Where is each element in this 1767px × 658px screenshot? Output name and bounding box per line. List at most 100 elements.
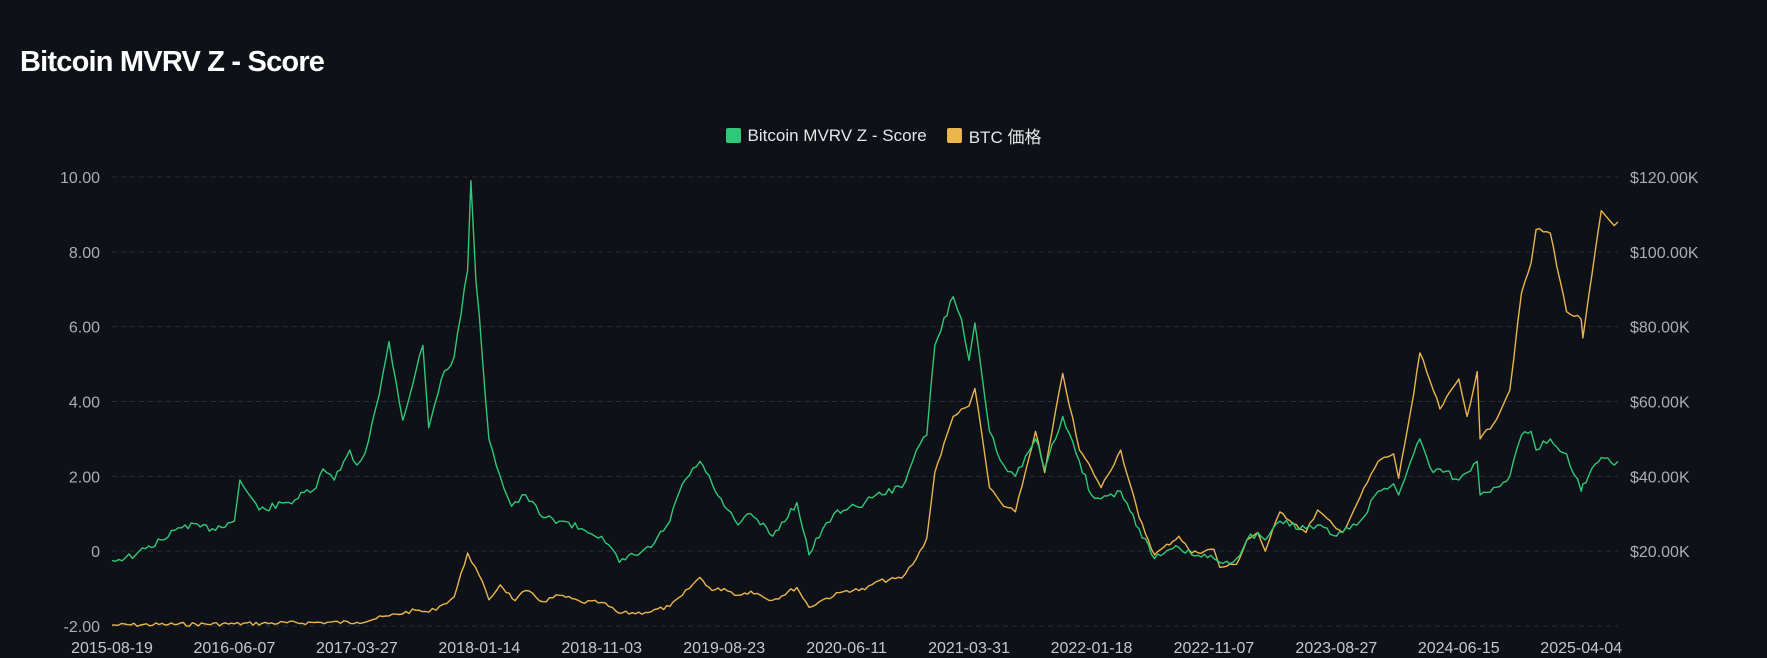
btc-price-point[interactable] (320, 621, 322, 623)
mvrv-point[interactable] (1439, 468, 1441, 470)
btc-price-point[interactable] (1061, 372, 1063, 374)
btc-price-point[interactable] (1191, 552, 1193, 554)
btc-price-point[interactable] (514, 599, 516, 601)
mvrv-point[interactable] (1279, 520, 1281, 522)
btc-price-point[interactable] (1235, 563, 1237, 565)
btc-price-point[interactable] (1003, 505, 1005, 507)
btc-price-point[interactable] (960, 408, 962, 410)
mvrv-point[interactable] (1617, 460, 1619, 462)
mvrv-point[interactable] (1034, 438, 1036, 440)
btc-price-point[interactable] (926, 537, 928, 539)
mvrv-point[interactable] (1392, 483, 1394, 485)
mvrv-point[interactable] (1120, 490, 1122, 492)
btc-price-point[interactable] (952, 415, 954, 417)
btc-price-point[interactable] (1359, 496, 1361, 498)
mvrv-point[interactable] (453, 355, 455, 357)
mvrv-point[interactable] (1078, 460, 1080, 462)
mvrv-point[interactable] (723, 505, 725, 507)
mvrv-point[interactable] (1530, 430, 1532, 432)
btc-price-point[interactable] (1520, 292, 1522, 294)
mvrv-point[interactable] (488, 438, 490, 440)
btc-price-point[interactable] (1412, 393, 1414, 395)
mvrv-point[interactable] (415, 370, 417, 372)
mvrv-point[interactable] (711, 483, 713, 485)
btc-price-point[interactable] (1153, 554, 1155, 556)
btc-price-point[interactable] (580, 601, 582, 603)
btc-price-point[interactable] (1090, 468, 1092, 470)
mvrv-point[interactable] (135, 554, 137, 556)
mvrv-point[interactable] (864, 501, 866, 503)
btc-price-point[interactable] (915, 557, 917, 559)
mvrv-point[interactable] (561, 520, 563, 522)
mvrv-point[interactable] (364, 453, 366, 455)
mvrv-point[interactable] (233, 520, 235, 522)
mvrv-point[interactable] (988, 430, 990, 432)
mvrv-point[interactable] (699, 460, 701, 462)
legend-item-mvrv[interactable]: Bitcoin MVRV Z - Score (725, 123, 927, 148)
mvrv-point[interactable] (1305, 528, 1307, 530)
btc-price-point[interactable] (711, 589, 713, 591)
btc-price-point[interactable] (875, 581, 877, 583)
btc-price-point[interactable] (1509, 389, 1511, 391)
btc-price-point[interactable] (1476, 370, 1478, 372)
mvrv-point[interactable] (968, 359, 970, 361)
mvrv-point[interactable] (952, 296, 954, 298)
mvrv-point[interactable] (1520, 434, 1522, 436)
mvrv-point[interactable] (580, 528, 582, 530)
btc-price-point[interactable] (415, 609, 417, 611)
btc-price-point[interactable] (737, 594, 739, 596)
mvrv-point[interactable] (1412, 453, 1414, 455)
mvrv-point[interactable] (1014, 475, 1016, 477)
btc-price-point[interactable] (388, 615, 390, 617)
btc-price-point[interactable] (488, 599, 490, 601)
btc-price-point[interactable] (1535, 228, 1537, 230)
btc-price-point[interactable] (1034, 430, 1036, 432)
btc-price-point[interactable] (988, 486, 990, 488)
mvrv-point[interactable] (1264, 539, 1266, 541)
btc-price-point[interactable] (796, 586, 798, 588)
mvrv-point[interactable] (356, 464, 358, 466)
mvrv-point[interactable] (470, 180, 472, 182)
mvrv-point[interactable] (1153, 557, 1155, 559)
mvrv-point[interactable] (1377, 490, 1379, 492)
mvrv-point[interactable] (258, 509, 260, 511)
mvrv-point[interactable] (960, 318, 962, 320)
mvrv-point[interactable] (1565, 453, 1567, 455)
btc-price-point[interactable] (1305, 531, 1307, 533)
mvrv-point[interactable] (796, 501, 798, 503)
btc-price-point[interactable] (442, 603, 444, 605)
btc-price-point[interactable] (1479, 438, 1481, 440)
btc-price-point[interactable] (1530, 262, 1532, 264)
mvrv-point[interactable] (1061, 415, 1063, 417)
mvrv-point[interactable] (836, 509, 838, 511)
mvrv-point[interactable] (845, 509, 847, 511)
btc-price-point[interactable] (1600, 209, 1602, 211)
mvrv-point[interactable] (402, 419, 404, 421)
mvrv-point[interactable] (1235, 557, 1237, 559)
btc-price-point[interactable] (750, 590, 752, 592)
mvrv-point[interactable] (1466, 471, 1468, 473)
mvrv-point[interactable] (428, 426, 430, 428)
mvrv-point[interactable] (1003, 464, 1005, 466)
mvrv-point[interactable] (184, 524, 186, 526)
mvrv-point[interactable] (542, 516, 544, 518)
mvrv-point[interactable] (771, 535, 773, 537)
mvrv-point[interactable] (388, 340, 390, 342)
mvrv-point[interactable] (160, 539, 162, 541)
btc-price-point[interactable] (453, 596, 455, 598)
mvrv-point[interactable] (1397, 494, 1399, 496)
btc-price-point[interactable] (681, 594, 683, 596)
btc-price-point[interactable] (1100, 486, 1102, 488)
btc-price-point[interactable] (1078, 449, 1080, 451)
btc-price-point[interactable] (1458, 378, 1460, 380)
btc-price-point[interactable] (1549, 232, 1551, 234)
mvrv-point[interactable] (1582, 483, 1584, 485)
mvrv-point[interactable] (466, 269, 468, 271)
btc-price-point[interactable] (466, 552, 468, 554)
mvrv-point[interactable] (1458, 479, 1460, 481)
btc-price-point[interactable] (1377, 460, 1379, 462)
mvrv-point[interactable] (315, 486, 317, 488)
mvrv-point[interactable] (822, 528, 824, 530)
mvrv-point[interactable] (1138, 528, 1140, 530)
